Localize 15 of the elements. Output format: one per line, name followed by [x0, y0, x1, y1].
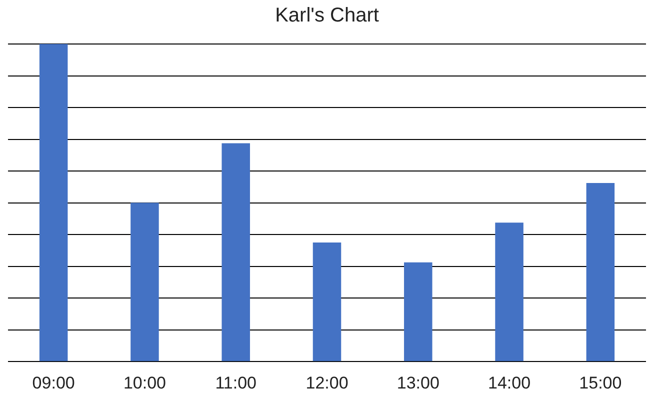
bar: [130, 202, 159, 362]
bar: [404, 262, 432, 362]
x-tick-label: 11:00: [215, 373, 256, 392]
bar: [312, 242, 342, 362]
bar: [222, 143, 250, 362]
bar: [39, 44, 68, 362]
x-tick-label: 10:00: [123, 373, 166, 392]
x-tick-label: 15:00: [579, 373, 622, 392]
x-tick-label: 12:00: [306, 373, 348, 392]
x-tick-label: 14:00: [488, 373, 531, 392]
x-tick-label: 13:00: [396, 373, 440, 392]
chart-title: Karl's Chart: [275, 4, 380, 27]
x-tick-label: 09:00: [32, 373, 75, 392]
bar: [586, 182, 615, 362]
bar: [495, 222, 524, 362]
